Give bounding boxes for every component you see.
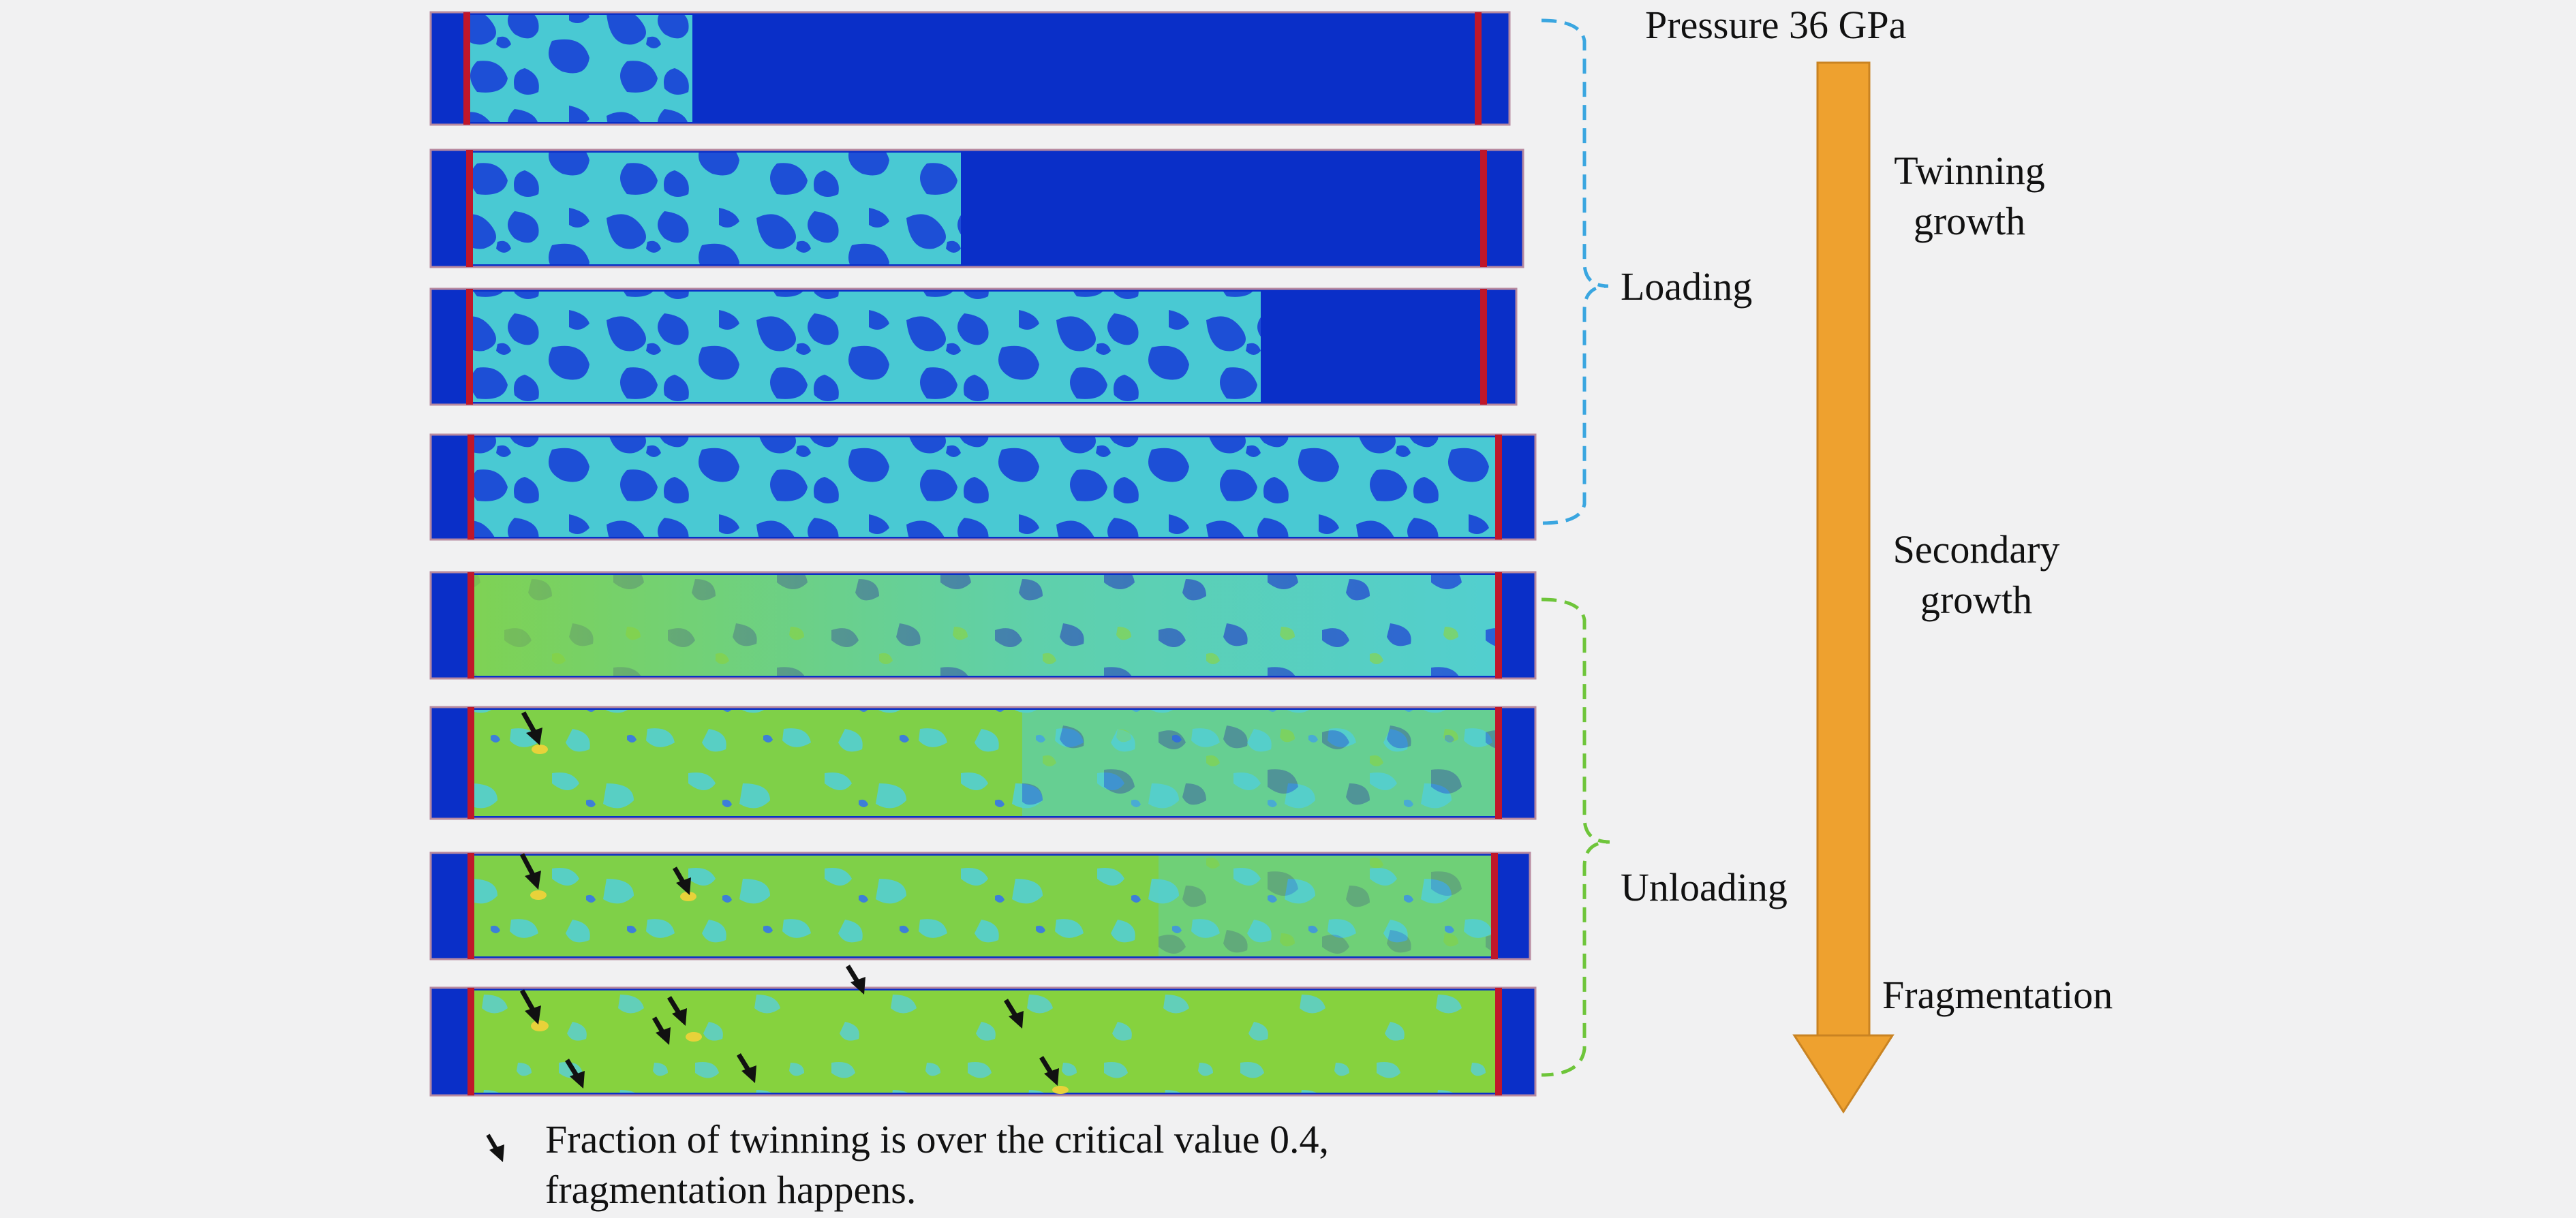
panel-8 (429, 986, 1537, 1097)
secondary-growth-label: Secondary growth (1874, 525, 2079, 625)
unloading-label: Unloading (1621, 865, 1788, 909)
panel-4 (429, 433, 1537, 541)
legend-text: Fraction of twinning is over the critica… (545, 1114, 1329, 1215)
progression-arrow (1792, 61, 1895, 1114)
unloading-bracket (1541, 597, 1610, 1077)
secondary-growth-line1: Secondary (1892, 527, 2060, 572)
panel-6 (429, 706, 1537, 820)
fragmentation-label: Fragmentation (1882, 973, 2113, 1017)
panel-5 (429, 571, 1537, 680)
panel-3 (429, 287, 1518, 406)
loading-bracket (1541, 18, 1609, 525)
twinning-growth-label: Twinning growth (1881, 146, 2058, 247)
legend-line1: Fraction of twinning is over the critica… (545, 1117, 1330, 1161)
twinning-growth-line2: growth (1913, 199, 2026, 243)
panel-7 (429, 852, 1531, 961)
panel-2 (429, 149, 1524, 268)
twinning-growth-line1: Twinning (1894, 149, 2045, 193)
panel-1 (429, 11, 1511, 126)
legend-arrow-icon (486, 1134, 504, 1162)
legend-line2: fragmentation happens. (545, 1168, 917, 1212)
pressure-label: Pressure 36 GPa (1645, 3, 1907, 47)
fragmentation-markers (519, 711, 1069, 1094)
loading-label: Loading (1621, 264, 1753, 309)
secondary-growth-line2: growth (1920, 578, 2033, 622)
